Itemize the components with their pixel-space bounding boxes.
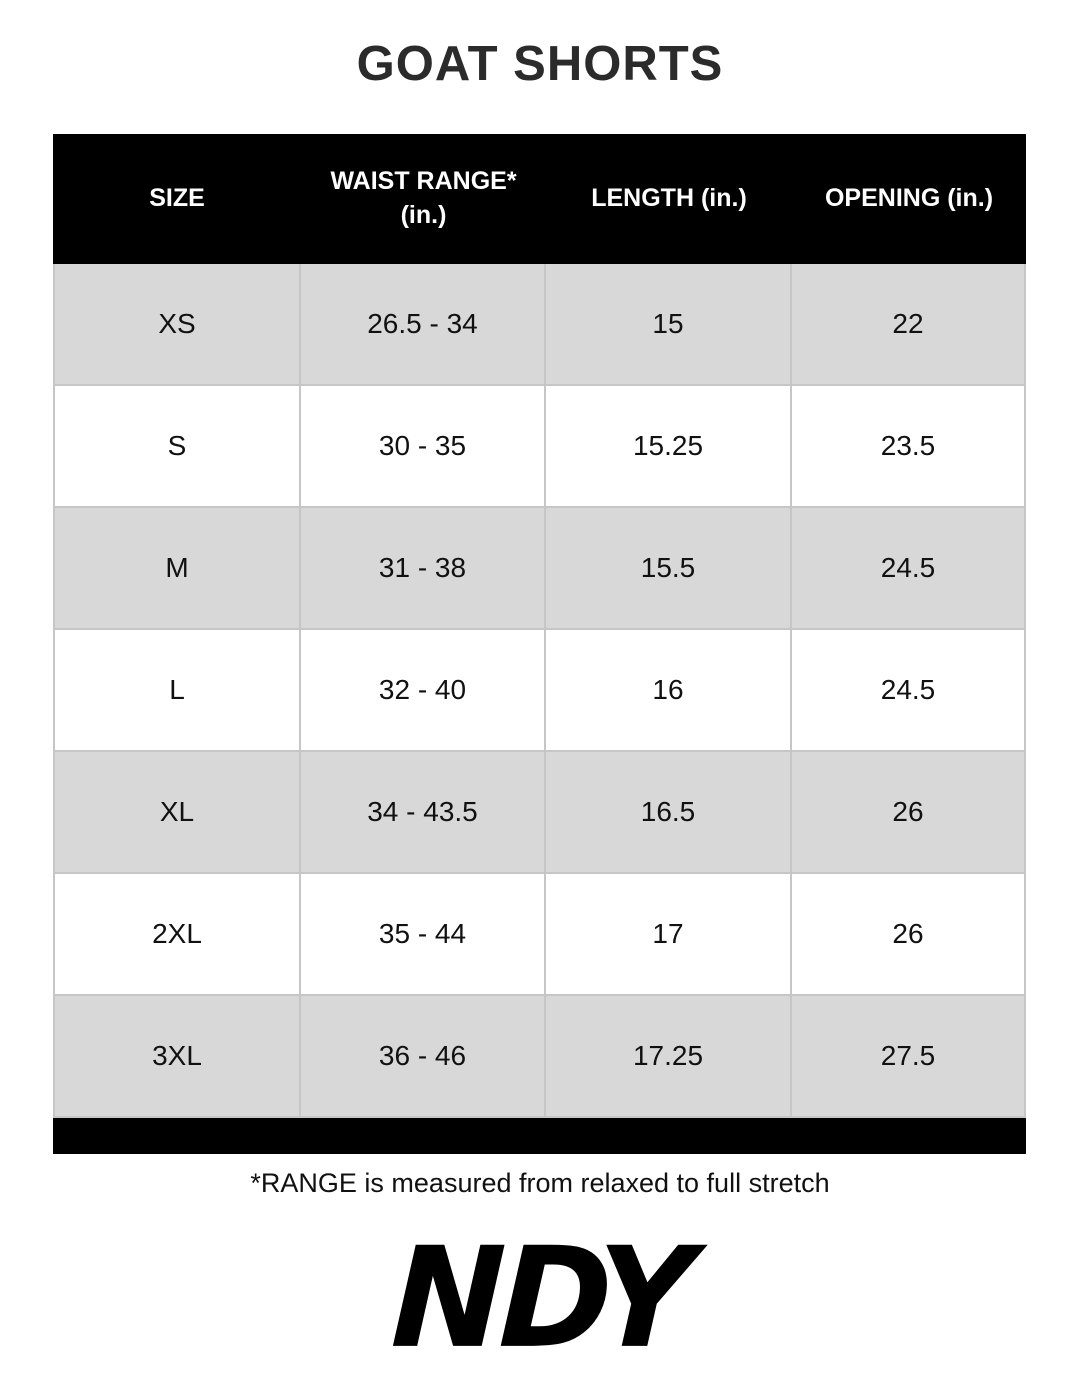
header-opening: OPENING (in.) (824, 184, 994, 213)
table-row: XL 34 - 43.5 16.5 26 (55, 752, 1024, 874)
cell-waist: 31 - 38 (301, 508, 546, 628)
table-row: 3XL 36 - 46 17.25 27.5 (55, 996, 1024, 1118)
cell-length: 15 (546, 264, 792, 384)
table-footer-bar (53, 1118, 1026, 1154)
cell-waist: 30 - 35 (301, 386, 546, 506)
cell-size: M (55, 508, 301, 628)
cell-length: 16.5 (546, 752, 792, 872)
cell-opening: 27.5 (880, 1040, 936, 1071)
cell-opening: 24.5 (880, 552, 936, 583)
cell-opening: 26 (892, 918, 924, 949)
header-length: LENGTH (in.) (591, 184, 747, 213)
cell-size: XS (55, 264, 301, 384)
cell-size: L (55, 630, 301, 750)
table-row: 2XL 35 - 44 17 26 (55, 874, 1024, 996)
table-row: S 30 - 35 15.25 23.5 (55, 386, 1024, 508)
table-row: L 32 - 40 16 24.5 (55, 630, 1024, 752)
cell-waist: 26.5 - 34 (301, 264, 546, 384)
ndy-brand-logo: NDY (388, 1218, 692, 1380)
table-row: M 31 - 38 15.5 24.5 (55, 508, 1024, 630)
cell-size: 2XL (55, 874, 301, 994)
cell-waist: 36 - 46 (301, 996, 546, 1116)
cell-waist: 32 - 40 (301, 630, 546, 750)
cell-length: 17 (546, 874, 792, 994)
header-waist-range: WAIST RANGE* (in.) (330, 167, 517, 229)
cell-length: 15.25 (546, 386, 792, 506)
header-size: SIZE (149, 184, 205, 213)
cell-waist: 34 - 43.5 (301, 752, 546, 872)
size-chart-table: SIZE WAIST RANGE* (in.) LENGTH (in.) OPE… (53, 134, 1026, 1154)
cell-size: 3XL (55, 996, 301, 1116)
table-body: XS 26.5 - 34 15 22 S 30 - 35 15.25 23.5 … (53, 264, 1026, 1118)
cell-opening: 24.5 (880, 674, 936, 705)
range-footnote: *RANGE is measured from relaxed to full … (250, 1168, 830, 1198)
cell-opening: 23.5 (880, 430, 936, 461)
cell-length: 15.5 (546, 508, 792, 628)
cell-length: 16 (546, 630, 792, 750)
cell-opening: 26 (892, 796, 924, 827)
cell-length: 17.25 (546, 996, 792, 1116)
cell-size: XL (55, 752, 301, 872)
cell-size: S (55, 386, 301, 506)
page-title: GOAT SHORTS (356, 37, 724, 91)
cell-opening: 22 (892, 308, 924, 339)
table-header-row: SIZE WAIST RANGE* (in.) LENGTH (in.) OPE… (53, 134, 1026, 264)
table-row: XS 26.5 - 34 15 22 (55, 264, 1024, 386)
cell-waist: 35 - 44 (301, 874, 546, 994)
